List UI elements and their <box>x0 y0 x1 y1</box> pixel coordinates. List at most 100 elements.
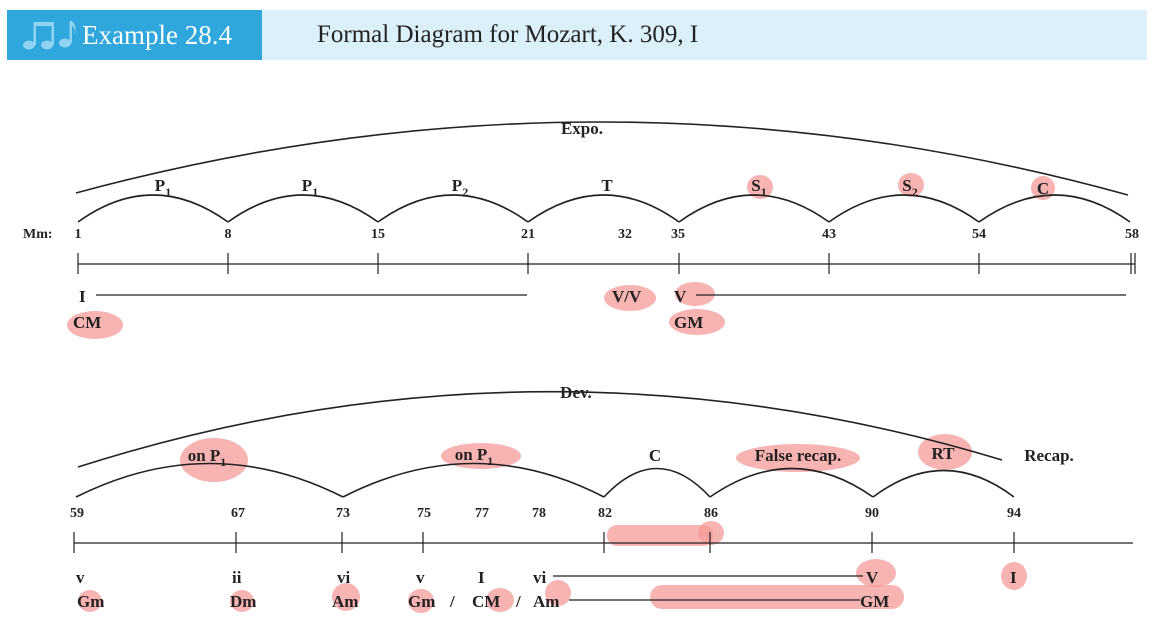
expo-measure: 35 <box>671 227 685 242</box>
expo-measure: 54 <box>972 227 986 242</box>
dev-harmony-lines <box>553 575 863 601</box>
dev-section-2: on P1 <box>455 445 494 468</box>
highlight-s2 <box>898 173 924 197</box>
dev-arc-5 <box>872 469 1015 498</box>
dev-roman: I <box>478 568 485 587</box>
expo-section-6: S2 <box>902 176 917 199</box>
example-tab: Example 28.4 <box>7 10 262 60</box>
dev-roman: V <box>866 568 879 587</box>
highlight-gm-b <box>408 589 434 613</box>
highlight-i-94 <box>1001 562 1027 590</box>
highlight-s1 <box>747 175 773 199</box>
expo-arc-1 <box>77 194 229 223</box>
expo-arc-5 <box>678 194 830 223</box>
dev-measure: 67 <box>231 506 245 521</box>
expo-measure: 58 <box>1125 227 1139 242</box>
expo-big-arc <box>75 121 1129 196</box>
dev-measure: 73 <box>336 506 350 521</box>
highlight-false-recap <box>736 444 860 472</box>
dev-key: Am <box>533 592 559 611</box>
highlight-86-dot <box>698 521 724 545</box>
highlights <box>67 173 1055 613</box>
expo-roman: V <box>674 287 687 306</box>
dev-key: Am <box>332 592 358 611</box>
highlight-cm-expo <box>67 311 123 339</box>
highlight-on-p1-b <box>441 443 521 469</box>
dev-separator: / <box>515 592 521 611</box>
recap-label: Recap. <box>1024 446 1074 465</box>
dev-roman: I <box>1010 568 1017 587</box>
expo-arc-3 <box>377 194 529 223</box>
expo-roman: V/V <box>612 287 642 306</box>
dev-measure: 59 <box>70 506 84 521</box>
dev-key: GM <box>860 592 889 611</box>
dev-arc-1 <box>75 462 344 498</box>
dev-arc-3 <box>603 467 711 498</box>
highlight-on-p1-a <box>180 438 248 482</box>
expo-section-7: C <box>1037 179 1049 198</box>
dev-arc-4 <box>709 467 874 498</box>
highlight-vv <box>604 285 656 311</box>
expo-timeline <box>77 253 1136 274</box>
highlight-v-dev <box>856 559 896 587</box>
expo-section-2: P1 <box>302 176 318 199</box>
dev-timeline <box>73 532 1133 553</box>
highlight-gm-dev <box>78 590 102 612</box>
highlight-rt <box>918 434 972 470</box>
highlight-v-expo <box>675 282 715 306</box>
highlight-c-expo <box>1031 176 1055 200</box>
expo-measures: 1 8 15 21 32 35 43 54 58 <box>75 227 1140 242</box>
expo-measure: 21 <box>521 227 535 242</box>
expo-section-3: P2 <box>452 176 468 199</box>
mm-label: Mm: <box>23 227 53 242</box>
dev-arc-2 <box>342 462 605 498</box>
dev-measures: 59 67 73 75 77 78 82 86 90 94 <box>70 506 1021 521</box>
dev-roman: ii <box>232 568 242 587</box>
dev-measure: 86 <box>704 506 718 521</box>
highlight-bar-gm-dev <box>650 585 904 609</box>
dev-roman: v <box>416 568 425 587</box>
expo-section-5: S1 <box>751 176 766 199</box>
dev-section-1: on P1 <box>188 446 227 469</box>
expo-harmony: I CM V/V V GM <box>73 287 703 332</box>
dev-measure: 77 <box>475 506 489 521</box>
highlight-bar-82-86 <box>607 525 713 546</box>
dev-harmony: v Gm ii Dm vi Am v Gm / I CM / vi Am V G… <box>76 568 1017 611</box>
expo-arc-7 <box>978 194 1131 223</box>
expo-measure: 1 <box>75 227 82 242</box>
expo-measure: 43 <box>822 227 836 242</box>
expo-section-1: P1 <box>155 176 171 199</box>
dev-measure: 94 <box>1007 506 1021 521</box>
music-notes-icon <box>23 21 76 50</box>
dev-roman: vi <box>337 568 351 587</box>
expo-measure: 15 <box>371 227 385 242</box>
expo-arc-6 <box>828 194 980 223</box>
expo-roman: I <box>79 287 86 306</box>
dev-section-3: C <box>649 446 661 465</box>
expo-label: Expo. <box>561 119 603 138</box>
dev-key: Gm <box>77 592 104 611</box>
highlight-am-b <box>545 580 571 606</box>
expo-section-4: T <box>601 176 613 195</box>
example-title: Example 28.4 <box>82 20 232 50</box>
dev-measure: 90 <box>865 506 879 521</box>
highlight-am-a <box>332 583 360 611</box>
dev-key: CM <box>472 592 500 611</box>
highlight-dm <box>230 590 254 612</box>
dev-section-5: RT <box>931 444 955 463</box>
dev-measure: 82 <box>598 506 612 521</box>
expo-arc-4 <box>527 194 680 223</box>
dev-label: Dev. <box>560 383 592 402</box>
dev-big-arc <box>77 390 1003 468</box>
dev-roman: vi <box>533 568 547 587</box>
expo-measure: 32 <box>618 227 632 242</box>
dev-key: Gm <box>408 592 435 611</box>
highlight-cm-dev <box>486 588 514 612</box>
highlight-gm-expo <box>669 309 725 335</box>
expo-arc-2 <box>227 194 379 223</box>
dev-measure: 78 <box>532 506 546 521</box>
expo-arcs <box>75 121 1131 223</box>
expo-key: GM <box>674 313 703 332</box>
example-header: Example 28.4 Formal Diagram for Mozart, … <box>7 10 1147 60</box>
